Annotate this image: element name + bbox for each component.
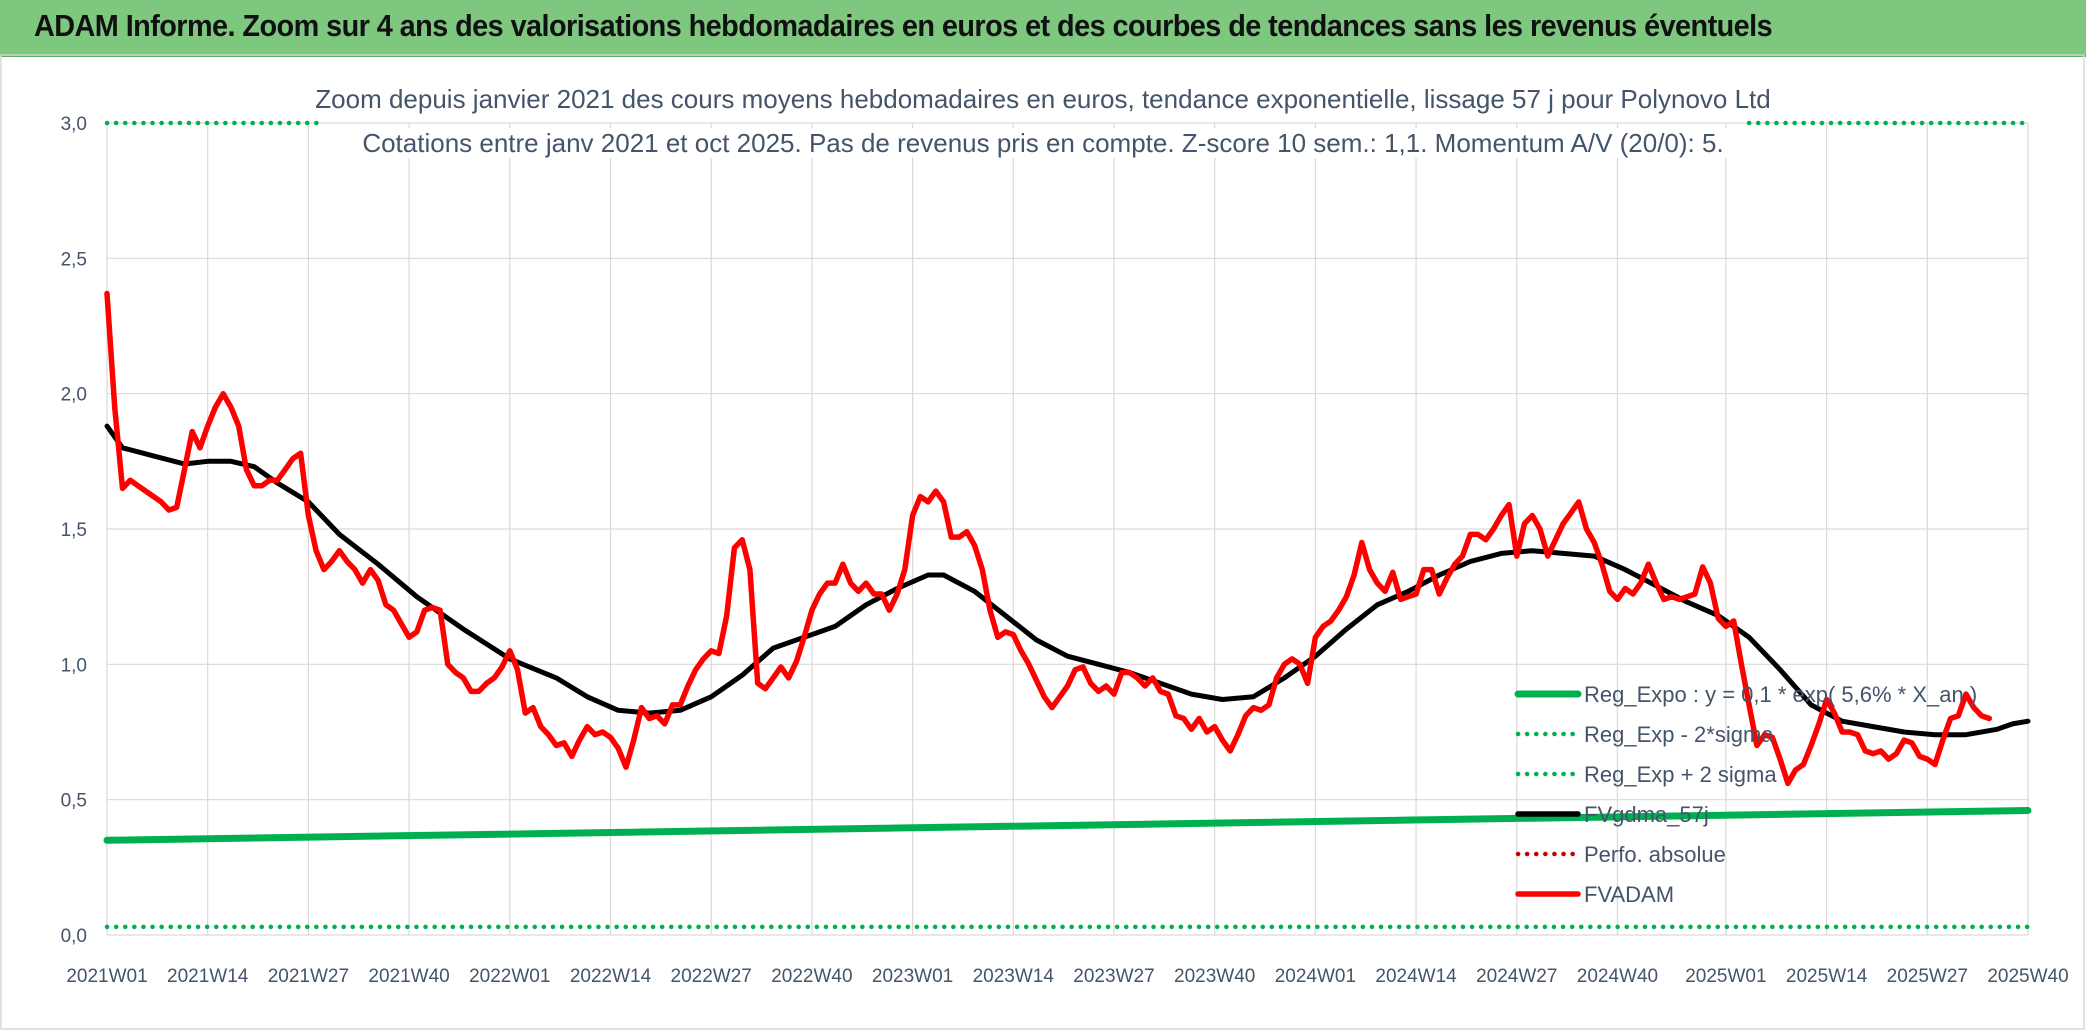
x-tick-label: 2025W27 <box>1887 966 1968 987</box>
x-tick-label: 2024W40 <box>1577 966 1658 987</box>
y-tick-label: 1,5 <box>61 520 87 541</box>
x-tick-label: 2022W27 <box>671 966 752 987</box>
x-tick-label: 2025W01 <box>1685 966 1766 987</box>
x-tick-label: 2025W14 <box>1786 966 1868 987</box>
legend-reg-exp-minus-2sigma-label: Reg_Exp - 2*sigma <box>1584 722 1774 747</box>
x-tick-label: 2022W01 <box>469 966 550 987</box>
chart-subtitle-line: Cotations entre janv 2021 et oct 2025. P… <box>0 128 2086 159</box>
legend-fvgdma-57j-label: FVgdma_57j <box>1584 802 1709 827</box>
chart-title-line: Zoom depuis janvier 2021 des cours moyen… <box>0 84 2086 115</box>
legend-reg-exp-plus-2sigma-label: Reg_Exp + 2 sigma <box>1584 762 1777 787</box>
x-tick-label: 2022W14 <box>570 966 652 987</box>
series-fvadam <box>104 290 1993 787</box>
y-tick-label: 2,0 <box>61 385 87 406</box>
chart-subtitle: Cotations entre janv 2021 et oct 2025. P… <box>356 128 1730 158</box>
y-tick-label: 2,5 <box>61 249 87 270</box>
x-tick-label: 2021W40 <box>368 966 449 987</box>
x-tick-label: 2021W01 <box>66 966 147 987</box>
x-tick-label: 2021W27 <box>268 966 349 987</box>
legend-reg-expo-label: Reg_Expo : y = 0,1 * exp( 5,6% * X_an ) <box>1584 682 1977 707</box>
y-tick-label: 0,5 <box>61 791 87 812</box>
page-title: ADAM Informe. Zoom sur 4 ans des valoris… <box>34 8 1773 43</box>
series-reg-expo <box>103 807 2032 844</box>
x-tick-label: 2024W14 <box>1375 966 1457 987</box>
legend-perfo-absolue-label: Perfo. absolue <box>1584 842 1726 867</box>
x-tick-label: 2023W40 <box>1174 966 1255 987</box>
chart-frame <box>0 54 2085 1030</box>
legend-fvadam-label: FVADAM <box>1584 882 1674 907</box>
y-tick-label: 3,0 <box>61 114 87 135</box>
x-tick-label: 2022W40 <box>771 966 852 987</box>
x-tick-label: 2025W40 <box>1987 966 2068 987</box>
x-tick-label: 2023W14 <box>973 966 1055 987</box>
y-tick-label: 0,0 <box>61 926 87 947</box>
x-tick-label: 2024W27 <box>1476 966 1557 987</box>
x-tick-label: 2024W01 <box>1275 966 1356 987</box>
y-tick-label: 1,0 <box>61 655 87 676</box>
x-tick-label: 2023W01 <box>872 966 953 987</box>
x-tick-label: 2023W27 <box>1073 966 1154 987</box>
x-tick-label: 2021W14 <box>167 966 249 987</box>
chart-title: Zoom depuis janvier 2021 des cours moyen… <box>309 84 1777 114</box>
